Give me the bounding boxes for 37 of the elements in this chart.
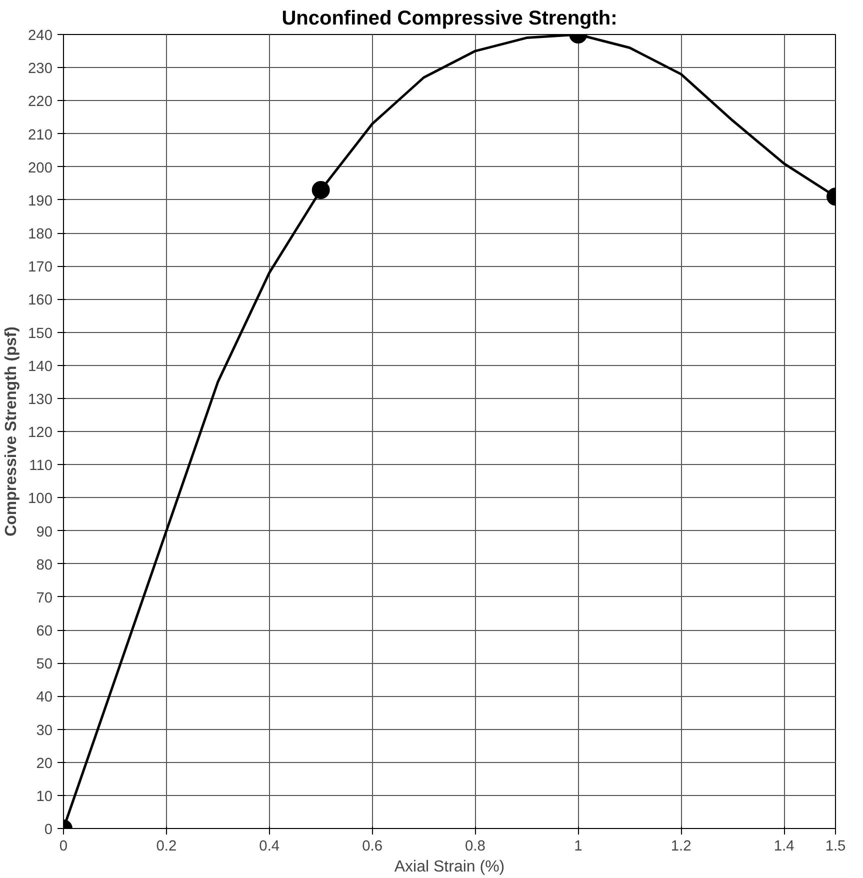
x-tick-label: 1.2: [670, 838, 692, 854]
y-tick-label: 10: [36, 788, 53, 805]
y-tick-label: 70: [36, 590, 53, 606]
y-tick-label: 20: [36, 756, 53, 772]
y-tick-label: 30: [36, 722, 53, 739]
y-tick-label: 220: [28, 94, 53, 110]
y-tick-label: 80: [36, 557, 53, 574]
y-tick-label: 170: [28, 260, 53, 276]
y-tick-label: 230: [28, 61, 53, 78]
y-tick-label: 210: [28, 127, 53, 144]
y-tick-label: 140: [28, 358, 53, 375]
y-tick-label: 180: [28, 226, 53, 242]
y-tick-label: 120: [28, 425, 53, 441]
y-tick-label: 190: [28, 193, 53, 210]
y-axis-title: Compressive Strength (psf): [3, 326, 20, 536]
y-tick-label: 50: [36, 656, 53, 673]
x-tick-label: 0.2: [156, 838, 177, 854]
y-tick-label: 60: [36, 624, 53, 640]
y-tick-label: 110: [29, 458, 53, 474]
x-tick-label: 0.8: [465, 838, 486, 854]
x-tick-label: 1.5: [825, 838, 846, 854]
y-tick-label: 40: [36, 690, 53, 706]
y-tick-label: 150: [28, 326, 53, 342]
y-tick-label: 100: [28, 491, 53, 508]
x-tick-label: 0.6: [362, 838, 382, 854]
x-tick-label: 0.4: [259, 838, 280, 854]
x-tick-label: 1.4: [774, 838, 794, 854]
y-tick-label: 130: [28, 392, 53, 408]
y-tick-label: 200: [28, 160, 53, 176]
y-tick-label: 0: [44, 822, 53, 838]
y-tick-label: 160: [28, 292, 53, 309]
y-tick-label: 90: [36, 524, 53, 540]
chart-title: Unconfined Compressive Strength:: [282, 8, 618, 30]
y-tick-label: 240: [28, 28, 53, 44]
x-axis-title: Axial Strain (%): [394, 858, 505, 876]
x-tick-label: 0: [59, 838, 68, 854]
x-tick-label: 1: [574, 838, 582, 854]
